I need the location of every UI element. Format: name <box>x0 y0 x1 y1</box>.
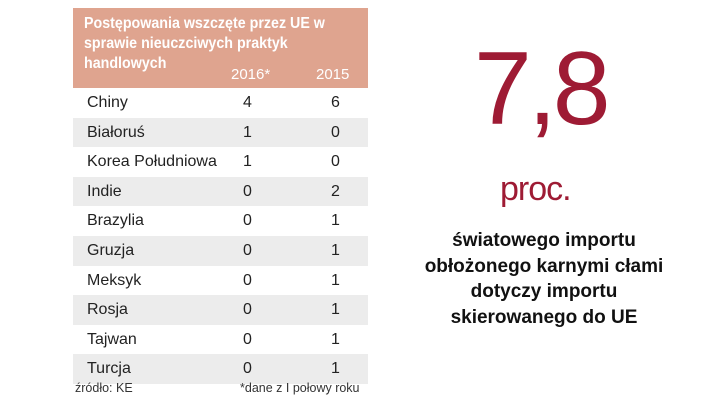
table-title: Postępowania wszczęte przez UE w sprawie… <box>84 15 325 72</box>
table-row: Gruzja 0 1 <box>73 235 368 266</box>
row-value-2015: 1 <box>331 241 340 259</box>
row-country: Gruzja <box>87 241 135 259</box>
data-table: Postępowania wszczęte przez UE w sprawie… <box>73 8 368 384</box>
row-country: Korea Południowa <box>87 153 217 171</box>
row-value-2016: 4 <box>243 94 252 111</box>
row-value-2016: 1 <box>243 123 252 141</box>
table-body: Chiny 4 6 Białoruś 1 0 Korea Południowa 1 0 Indie… <box>73 88 368 384</box>
row-country: Turcja <box>87 360 131 378</box>
row-country: Indie <box>87 182 122 200</box>
column-header-2016: 2016* <box>231 66 271 83</box>
row-value-2015: 6 <box>331 94 340 111</box>
row-country: Rosja <box>87 301 128 319</box>
table-row: Korea Południowa 1 0 <box>73 147 368 177</box>
table-header: Postępowania wszczęte przez UE w sprawie… <box>73 8 368 88</box>
row-value-2016: 0 <box>243 330 252 348</box>
row-value-2016: 0 <box>243 360 252 378</box>
row-country: Tajwan <box>87 330 137 348</box>
row-value-2015: 1 <box>331 360 340 378</box>
row-value-2015: 2 <box>331 182 340 200</box>
table-row: Brazylia 0 1 <box>73 206 368 236</box>
row-country: Meksyk <box>87 271 142 289</box>
table-row: Meksyk 0 1 <box>73 266 368 296</box>
row-value-2016: 0 <box>243 212 252 230</box>
row-country: Białoruś <box>87 123 145 141</box>
row-country: Brazylia <box>87 212 144 230</box>
highlight-value: 7,8 <box>474 31 611 147</box>
table-row: Rosja 0 1 <box>73 295 368 325</box>
table-row: Indie 0 2 <box>73 176 368 207</box>
row-value-2015: 1 <box>331 330 340 348</box>
row-value-2015: 1 <box>331 301 340 319</box>
row-value-2016: 0 <box>243 301 252 319</box>
table-row: Tajwan 0 1 <box>73 325 368 355</box>
row-value-2016: 0 <box>243 182 252 200</box>
column-header-2015: 2015 <box>316 66 350 83</box>
table-row: Białoruś 1 0 <box>73 117 368 148</box>
row-value-2015: 0 <box>331 153 340 171</box>
source-note: źródło: KE <box>75 381 133 395</box>
row-value-2016: 1 <box>243 153 252 171</box>
row-value-2015: 0 <box>331 123 340 141</box>
highlight-unit: proc. <box>500 170 572 208</box>
row-country: Chiny <box>87 94 128 111</box>
table-row: Turcja 0 1 <box>73 354 368 384</box>
table-row: Chiny 4 6 <box>73 88 368 118</box>
highlight-description: światowego importu obłożonego karnymi cł… <box>424 230 664 328</box>
row-value-2016: 0 <box>243 271 252 289</box>
row-value-2015: 1 <box>331 271 340 289</box>
footnote: *dane z I połowy roku <box>240 381 360 395</box>
row-value-2015: 1 <box>331 212 340 230</box>
row-value-2016: 0 <box>243 241 252 259</box>
